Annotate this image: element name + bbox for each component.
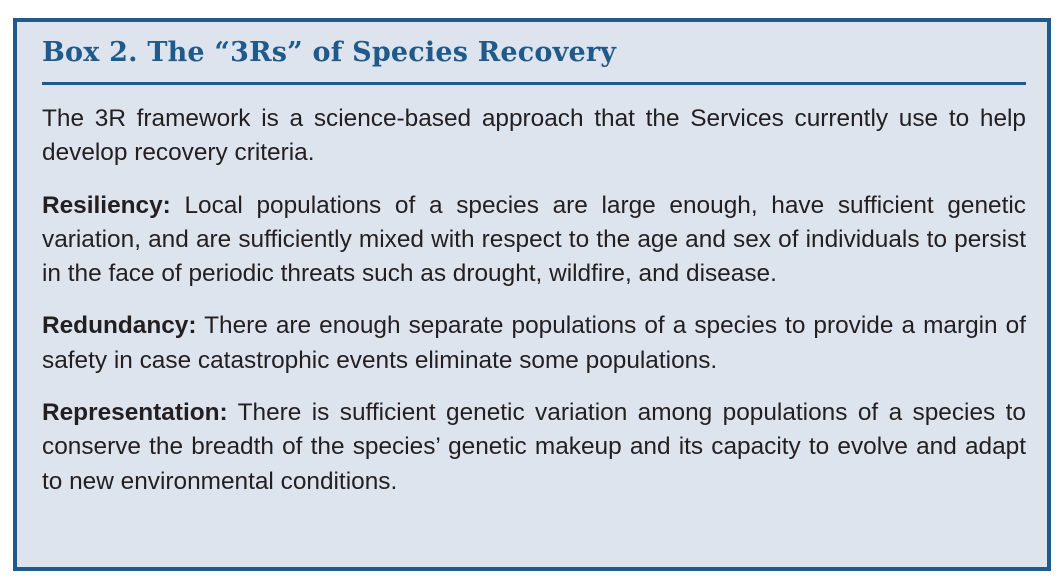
box-title: Box 2. The “3Rs” of Species Recovery bbox=[42, 37, 617, 68]
representation-term: Representation: bbox=[42, 399, 228, 427]
resiliency-term: Resiliency: bbox=[42, 191, 171, 219]
resiliency-text: Local populations of a species are large… bbox=[42, 191, 1026, 288]
redundancy-paragraph: Redundancy: There are enough separate po… bbox=[42, 309, 1026, 378]
redundancy-text: There are enough separate populations of… bbox=[42, 312, 1027, 374]
resiliency-paragraph: Resiliency: Local populations of a speci… bbox=[42, 189, 1026, 292]
representation-text: There is sufficient genetic variation am… bbox=[42, 399, 1026, 495]
redundancy-term: Redundancy: bbox=[42, 312, 197, 340]
representation-paragraph: Representation: There is sufficient gene… bbox=[42, 396, 1026, 499]
title-divider bbox=[42, 82, 1026, 85]
info-box: Box 2. The “3Rs” of Species Recovery The… bbox=[13, 18, 1051, 571]
box-content: The 3R framework is a science-based appr… bbox=[42, 102, 1026, 517]
intro-paragraph: The 3R framework is a science-based appr… bbox=[42, 105, 1026, 167]
